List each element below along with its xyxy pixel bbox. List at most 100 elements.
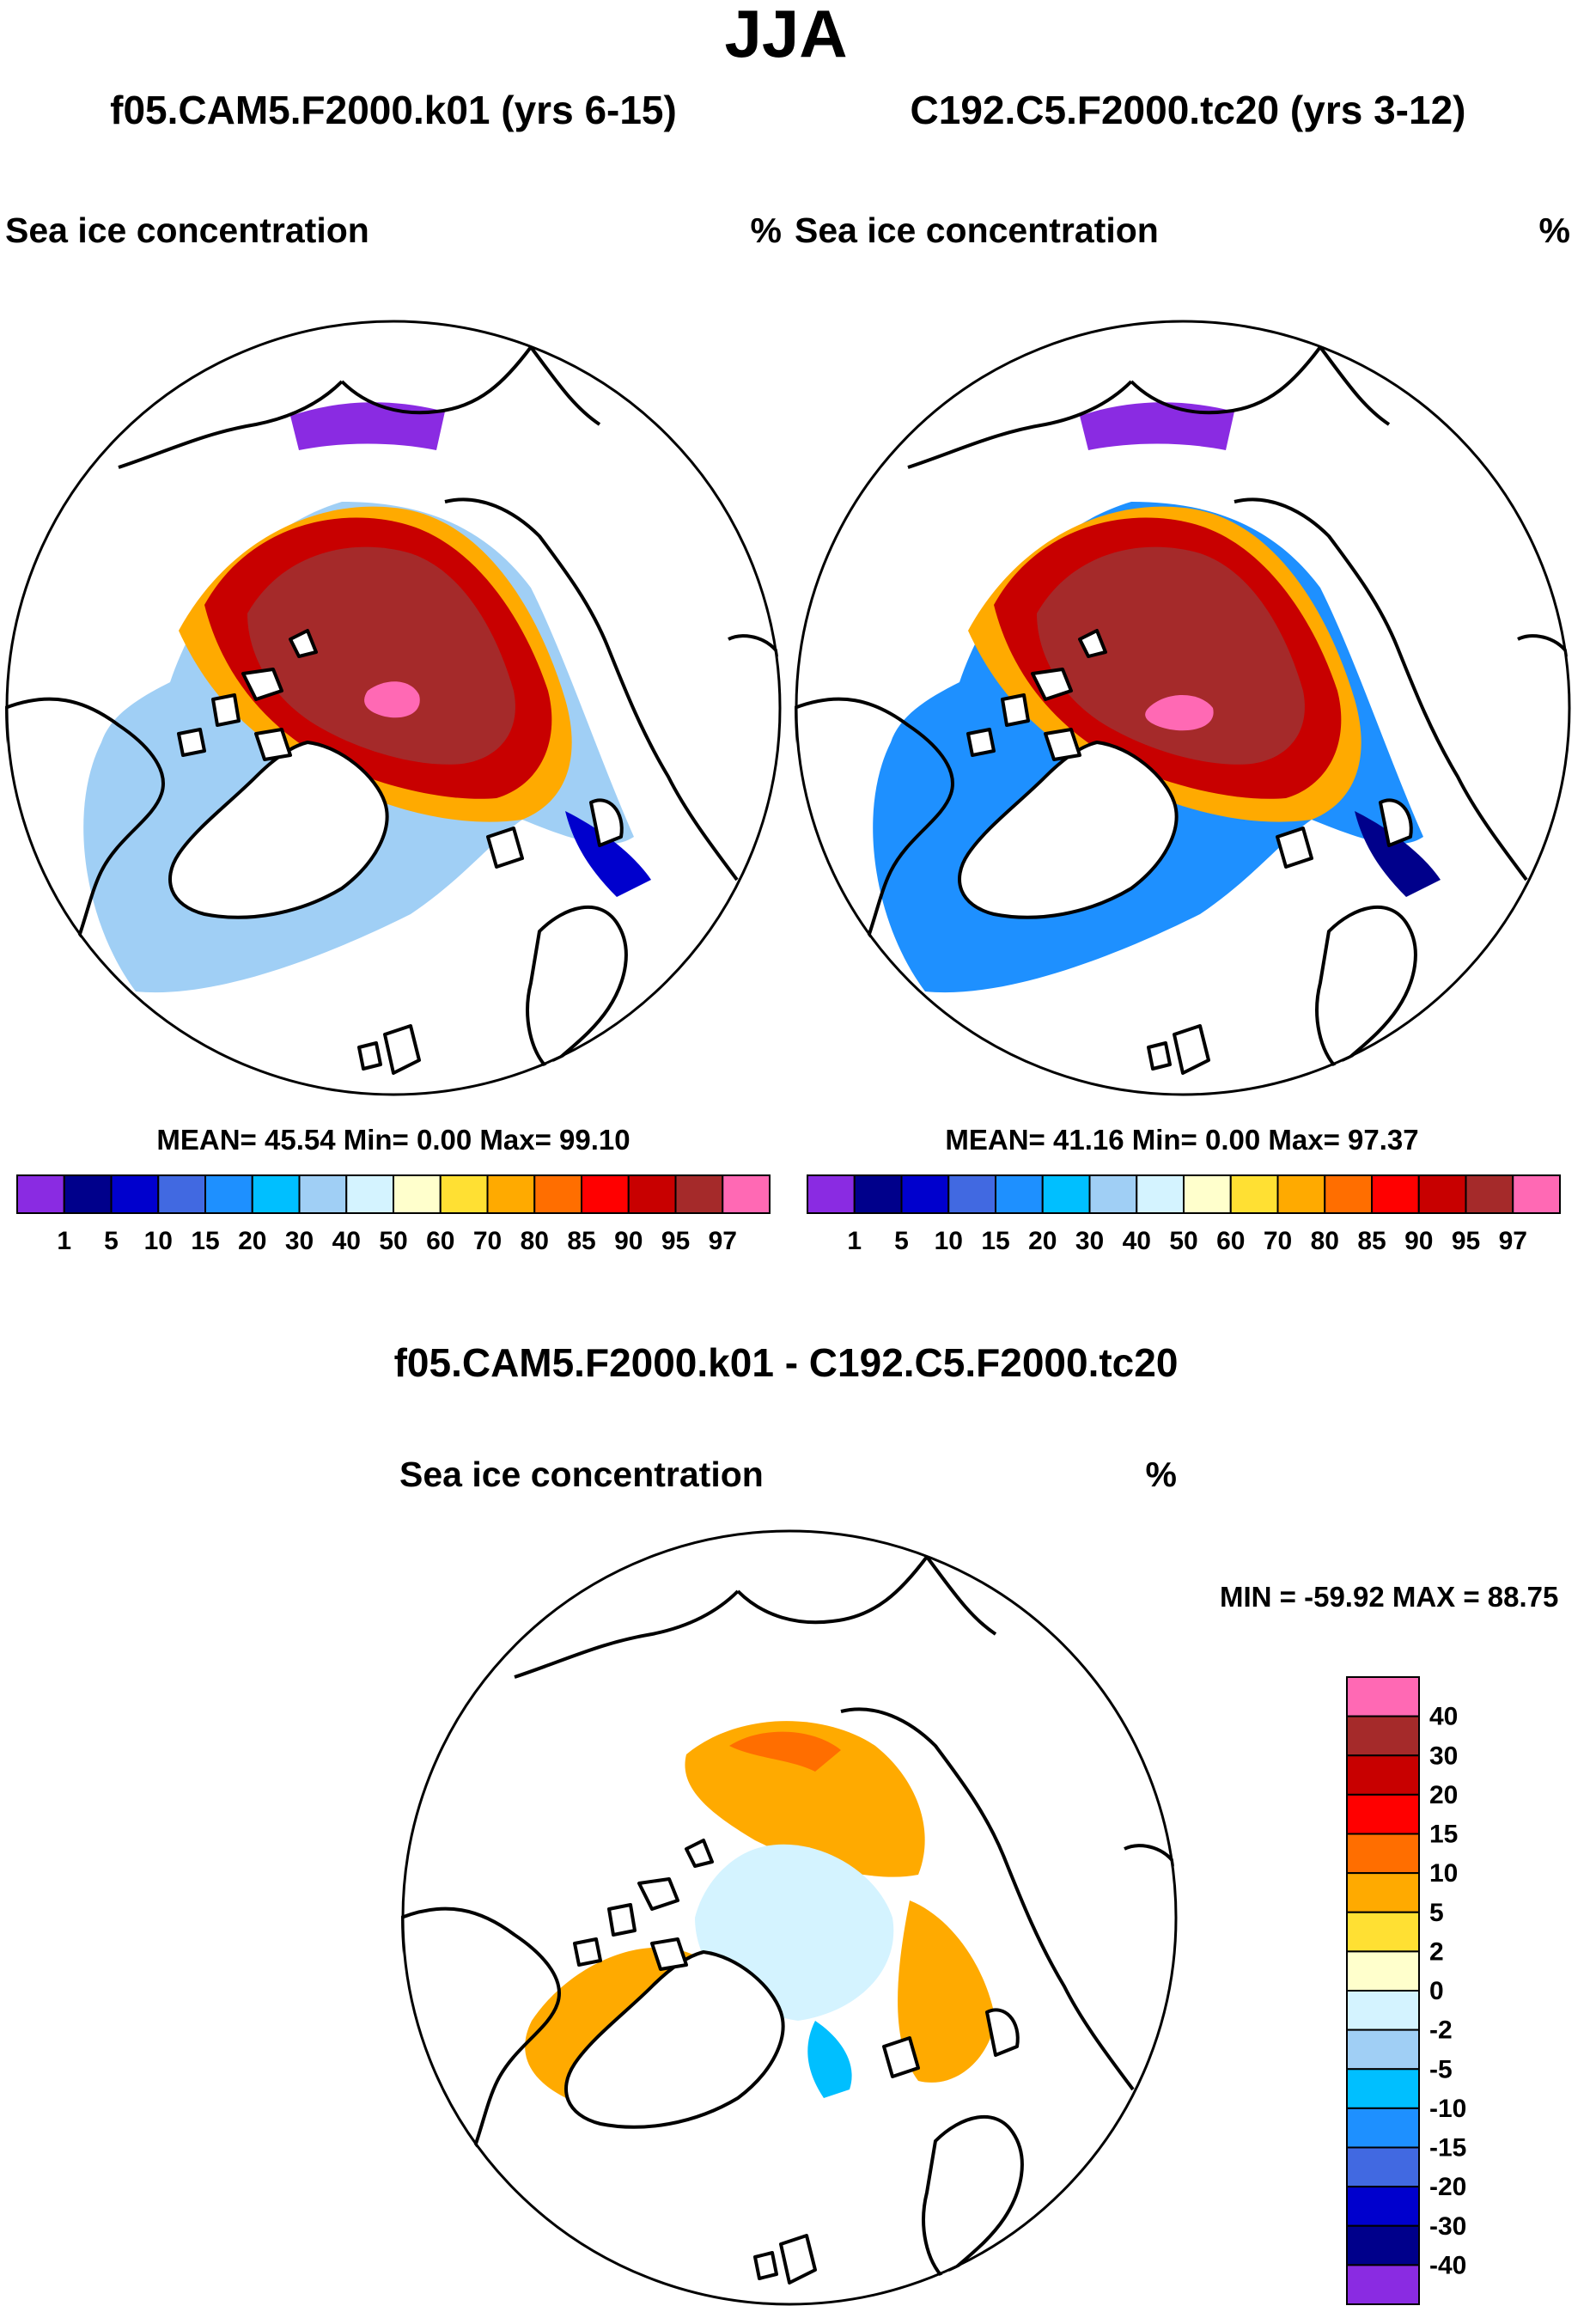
right-field-label: Sea ice concentration xyxy=(795,210,1159,250)
left-colorbar-box-1 xyxy=(63,1174,113,1214)
right-units-label: % xyxy=(1538,210,1570,250)
diff-colorbar-tick-label: 2 xyxy=(1429,1937,1444,1966)
right-colorbar-tick-label: 60 xyxy=(1216,1227,1245,1255)
left-ice-shading xyxy=(83,402,651,993)
left-map-outline xyxy=(5,320,782,1096)
right-colorbar-tick-label: 95 xyxy=(1452,1227,1480,1255)
diff-colorbar-tick-label: -20 xyxy=(1429,2173,1466,2201)
diff-polar-map xyxy=(401,1529,1178,2306)
diff-colorbar-tick-label: -10 xyxy=(1429,2095,1466,2123)
left-colorbar-box-10 xyxy=(486,1174,536,1214)
left-colorbar-tick-label: 70 xyxy=(473,1227,502,1255)
diff-colorbar-tick-label: 30 xyxy=(1429,1742,1458,1770)
left-field-label: Sea ice concentration xyxy=(5,210,369,250)
left-colorbar-box-4 xyxy=(204,1174,253,1214)
right-colorbar-box-11 xyxy=(1324,1174,1373,1214)
diff-colorbar-box-13 xyxy=(1346,2186,1420,2227)
right-colorbar-box-12 xyxy=(1371,1174,1420,1214)
left-colorbar-tick-label: 20 xyxy=(238,1227,266,1255)
left-units-label: % xyxy=(750,210,782,250)
left-colorbar-box-3 xyxy=(157,1174,206,1214)
right-colorbar-box-9 xyxy=(1229,1174,1279,1214)
right-polar-map xyxy=(795,320,1571,1096)
left-colorbar-tick-label: 40 xyxy=(332,1227,361,1255)
diff-colorbar-box-9 xyxy=(1346,2028,1420,2071)
left-colorbar-box-0 xyxy=(16,1174,65,1214)
right-colorbar: 1 5 10 15 20 30 40 50 60 70 80 85 90 95 97 xyxy=(807,1174,1561,1255)
diff-stats: MIN = -59.92 MAX = 88.75 xyxy=(1220,1581,1559,1613)
diff-colorbar-tick-label: -15 xyxy=(1429,2134,1466,2163)
diff-colorbar-box-1 xyxy=(1346,1715,1420,1757)
diff-colorbar-tick-label: -2 xyxy=(1429,2016,1453,2045)
right-colorbar-tick-label: 70 xyxy=(1264,1227,1292,1255)
right-colorbar-box-7 xyxy=(1136,1174,1185,1214)
left-colorbar-box-15 xyxy=(722,1174,771,1214)
left-colorbar-tick-label: 95 xyxy=(661,1227,690,1255)
left-stats: MEAN= 45.54 Min= 0.00 Max= 99.10 xyxy=(156,1124,630,1156)
diff-colorbar-box-6 xyxy=(1346,1911,1420,1953)
right-colorbar-tick-label: 90 xyxy=(1404,1227,1433,1255)
diff-colorbar-tick-label: 20 xyxy=(1429,1781,1458,1809)
right-colorbar-box-10 xyxy=(1276,1174,1326,1214)
left-colorbar-tick-label: 85 xyxy=(567,1227,595,1255)
right-colorbar-box-15 xyxy=(1512,1174,1561,1214)
right-ice-shading xyxy=(873,402,1441,993)
diff-colorbar-box-5 xyxy=(1346,1872,1420,1913)
right-colorbar-box-8 xyxy=(1183,1174,1232,1214)
right-colorbar-tick-label: 30 xyxy=(1075,1227,1104,1255)
diff-colorbar-box-3 xyxy=(1346,1793,1420,1835)
left-colorbar-box-9 xyxy=(439,1174,489,1214)
diff-panel-title: f05.CAM5.F2000.k01 - C192.C5.F2000.tc20 xyxy=(393,1340,1179,1385)
left-polar-map xyxy=(5,320,782,1096)
diff-colorbar-box-14 xyxy=(1346,2224,1420,2266)
diff-colorbar-tick-label: 40 xyxy=(1429,1703,1458,1731)
left-colorbar: 1 5 10 15 20 30 40 50 60 70 80 85 90 95 97 xyxy=(16,1174,771,1255)
left-colorbar-tick-label: 30 xyxy=(285,1227,314,1255)
diff-field-label: Sea ice concentration xyxy=(399,1455,764,1494)
left-colorbar-box-5 xyxy=(251,1174,301,1214)
diff-colorbar-tick-label: -40 xyxy=(1429,2251,1466,2279)
diff-colorbar-tick-label: 0 xyxy=(1429,1977,1444,2005)
right-colorbar-tick-label: 10 xyxy=(935,1227,963,1255)
right-colorbar-box-3 xyxy=(947,1174,996,1214)
left-colorbar-box-2 xyxy=(110,1174,160,1214)
right-colorbar-box-0 xyxy=(807,1174,856,1214)
diff-colorbar-box-11 xyxy=(1346,2107,1420,2149)
right-map-outline xyxy=(795,320,1571,1096)
diff-colorbar-tick-label: 10 xyxy=(1429,1859,1458,1888)
diff-colorbar-box-7 xyxy=(1346,1950,1420,1992)
right-colorbar-tick-label: 50 xyxy=(1169,1227,1197,1255)
left-colorbar-tick-label: 1 xyxy=(57,1227,71,1255)
left-colorbar-box-11 xyxy=(533,1174,582,1214)
left-colorbar-tick-label: 97 xyxy=(709,1227,737,1255)
right-colorbar-tick-label: 20 xyxy=(1028,1227,1057,1255)
left-colorbar-box-8 xyxy=(393,1174,442,1214)
right-colorbar-tick-label: 1 xyxy=(847,1227,862,1255)
diff-colorbar-tick-label: 15 xyxy=(1429,1821,1458,1849)
right-colorbar-box-14 xyxy=(1465,1174,1514,1214)
right-colorbar-box-1 xyxy=(853,1174,903,1214)
right-stats: MEAN= 41.16 Min= 0.00 Max= 97.37 xyxy=(945,1124,1419,1156)
right-colorbar-box-6 xyxy=(1088,1174,1138,1214)
diff-colorbar-box-15 xyxy=(1346,2264,1420,2305)
diff-colorbar-box-8 xyxy=(1346,1990,1420,2031)
diff-colorbar-box-10 xyxy=(1346,2068,1420,2109)
left-colorbar-tick-label: 15 xyxy=(191,1227,219,1255)
left-colorbar-tick-label: 50 xyxy=(379,1227,407,1255)
right-colorbar-tick-label: 5 xyxy=(894,1227,909,1255)
left-colorbar-tick-label: 60 xyxy=(426,1227,454,1255)
right-colorbar-box-4 xyxy=(995,1174,1044,1214)
left-colorbar-tick-label: 90 xyxy=(614,1227,643,1255)
left-colorbar-box-6 xyxy=(298,1174,348,1214)
diff-colorbar-tick-label: -5 xyxy=(1429,2055,1453,2083)
diff-colorbar-tick-label: -30 xyxy=(1429,2212,1466,2241)
diff-map-outline xyxy=(401,1529,1178,2306)
diff-colorbar-box-4 xyxy=(1346,1833,1420,1875)
right-colorbar-box-5 xyxy=(1041,1174,1091,1214)
season-title: JJA xyxy=(724,0,848,71)
diff-colorbar-box-12 xyxy=(1346,2146,1420,2188)
right-colorbar-tick-label: 40 xyxy=(1123,1227,1151,1255)
left-colorbar-box-14 xyxy=(674,1174,724,1214)
right-colorbar-tick-label: 80 xyxy=(1311,1227,1339,1255)
